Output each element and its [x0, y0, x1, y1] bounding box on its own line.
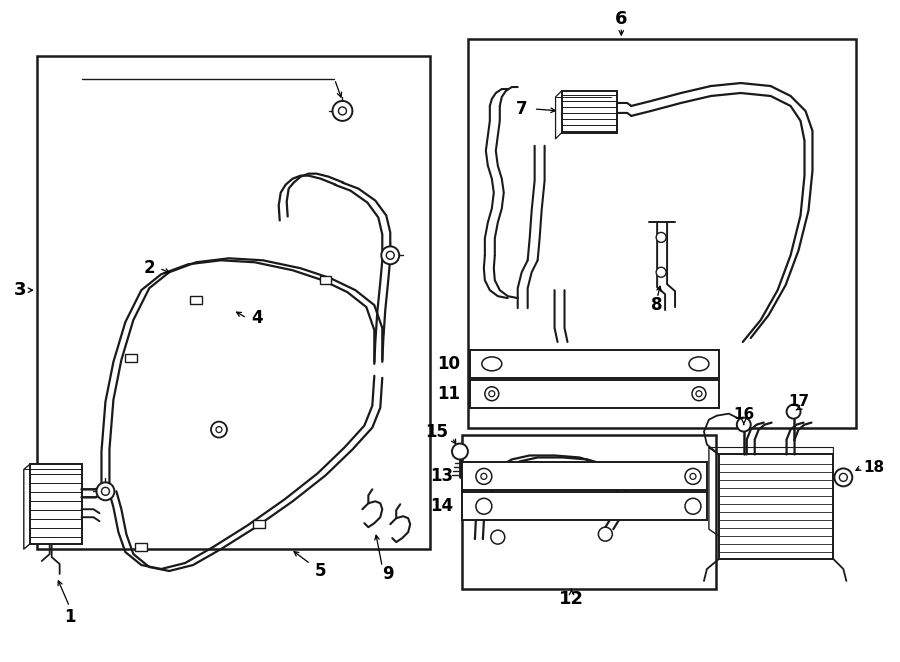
Text: 15: 15 — [425, 422, 448, 441]
Circle shape — [485, 387, 499, 401]
Bar — [462, 463, 706, 491]
Circle shape — [338, 107, 346, 115]
Circle shape — [382, 246, 400, 264]
Text: 11: 11 — [437, 385, 460, 402]
Bar — [320, 276, 331, 284]
Circle shape — [696, 391, 702, 397]
Text: 3: 3 — [14, 281, 26, 299]
Text: 13: 13 — [430, 467, 453, 485]
Bar — [470, 350, 719, 378]
Text: 8: 8 — [652, 296, 663, 314]
Bar — [468, 39, 856, 428]
Circle shape — [96, 483, 114, 500]
Text: 10: 10 — [437, 355, 460, 373]
Text: 5: 5 — [315, 562, 327, 580]
Circle shape — [332, 101, 353, 121]
Bar — [135, 543, 148, 551]
Bar — [253, 520, 265, 528]
Circle shape — [840, 473, 847, 481]
Circle shape — [685, 469, 701, 485]
Circle shape — [787, 404, 800, 418]
Bar — [462, 434, 716, 589]
Bar — [125, 354, 138, 362]
Text: 16: 16 — [734, 407, 754, 422]
Circle shape — [216, 426, 222, 432]
Text: 18: 18 — [863, 460, 885, 475]
Circle shape — [481, 473, 487, 479]
Text: 4: 4 — [251, 309, 263, 327]
Circle shape — [489, 391, 495, 397]
Circle shape — [491, 530, 505, 544]
Text: 7: 7 — [516, 100, 527, 118]
Circle shape — [692, 387, 706, 401]
Circle shape — [690, 473, 696, 479]
Ellipse shape — [689, 357, 709, 371]
Circle shape — [834, 469, 852, 487]
Bar — [37, 56, 430, 549]
Circle shape — [211, 422, 227, 438]
Circle shape — [476, 498, 491, 514]
Bar — [190, 296, 202, 304]
Circle shape — [476, 469, 491, 485]
Circle shape — [737, 418, 751, 432]
Bar — [719, 455, 833, 559]
Text: 14: 14 — [430, 497, 453, 515]
Text: 1: 1 — [64, 608, 76, 626]
Circle shape — [685, 498, 701, 514]
Bar — [462, 493, 706, 520]
Circle shape — [386, 252, 394, 260]
Bar — [470, 380, 719, 408]
Circle shape — [656, 232, 666, 242]
Text: 12: 12 — [559, 590, 584, 608]
Text: 2: 2 — [143, 260, 155, 277]
Circle shape — [656, 267, 666, 277]
Text: 17: 17 — [788, 394, 809, 409]
Ellipse shape — [482, 357, 502, 371]
Circle shape — [452, 444, 468, 459]
Text: 9: 9 — [382, 565, 394, 583]
Bar — [562, 91, 617, 133]
Text: 6: 6 — [615, 11, 627, 28]
Circle shape — [102, 487, 110, 495]
Bar — [30, 465, 82, 544]
Circle shape — [598, 527, 612, 541]
